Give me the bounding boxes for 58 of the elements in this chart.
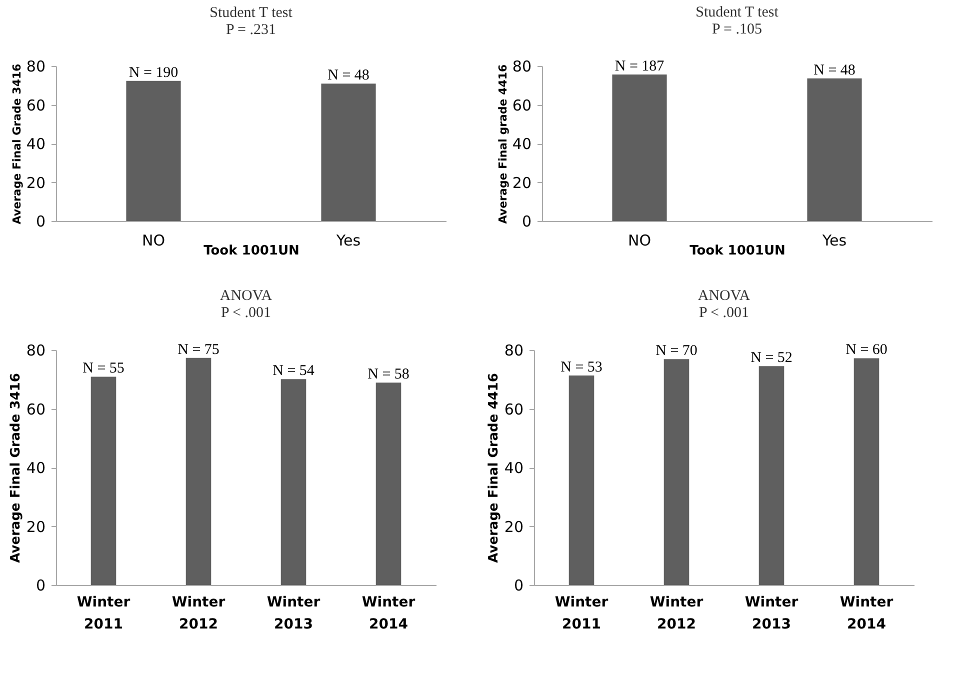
annotation: N = 60 bbox=[846, 342, 888, 358]
y-axis-title: Average Final Grade 3416 bbox=[8, 373, 24, 563]
y-axis-title: Average Final Grade 4416 bbox=[486, 373, 502, 563]
x-axis-title: Took 1001UN bbox=[690, 244, 786, 258]
chart-subtitle: P < .001 bbox=[221, 304, 271, 321]
annotation: N = 187 bbox=[614, 58, 665, 75]
x-tick-label: Winter 2013 bbox=[266, 594, 320, 632]
y-tick-label: 80 bbox=[504, 342, 524, 360]
x-tick-label: Winter 2013 bbox=[744, 594, 798, 632]
chart-subtitle: P < .001 bbox=[699, 305, 749, 322]
chart-title: ANOVA bbox=[220, 288, 272, 304]
annotation: N = 53 bbox=[560, 360, 602, 376]
annotation: N = 48 bbox=[328, 68, 370, 84]
y-tick-label: 80 bbox=[26, 58, 46, 76]
y-tick-label: 80 bbox=[512, 58, 532, 76]
annotation: N = 54 bbox=[272, 363, 315, 380]
annotation: N = 52 bbox=[750, 350, 792, 366]
chart-title: Student T test bbox=[696, 4, 780, 21]
x-tick-label: Yes bbox=[821, 232, 847, 250]
y-tick-label: 40 bbox=[26, 135, 46, 153]
x-tick-label: NO bbox=[142, 232, 166, 250]
x-tick-label: Winter 2011 bbox=[554, 594, 608, 632]
y-axis-title: Average Final grade 4416 bbox=[496, 64, 510, 224]
y-tick-label: 20 bbox=[26, 174, 46, 192]
chart-title: Student T test bbox=[210, 5, 294, 21]
chart-subtitle: P = .105 bbox=[712, 22, 762, 38]
y-tick-label: 0 bbox=[514, 576, 524, 594]
y-tick-label: 0 bbox=[36, 212, 46, 230]
x-tick-label: Winter 2014 bbox=[840, 594, 894, 632]
y-tick-label: 60 bbox=[512, 96, 532, 114]
annotation: N = 75 bbox=[178, 342, 220, 358]
y-tick-label: 20 bbox=[504, 518, 524, 536]
y-tick-label: 0 bbox=[522, 212, 532, 230]
y-tick-label: 20 bbox=[512, 174, 532, 192]
y-tick-label: 40 bbox=[26, 459, 46, 477]
y-axis-title: Average Final Grade 3416 bbox=[10, 63, 24, 224]
x-tick-label: NO bbox=[628, 232, 652, 250]
annotation: N = 70 bbox=[656, 343, 698, 360]
x-tick-label: Winter 2011 bbox=[76, 594, 130, 632]
annotation: N = 48 bbox=[814, 62, 856, 78]
y-tick-label: 80 bbox=[26, 342, 46, 360]
chart-subtitle: P = .231 bbox=[226, 22, 276, 38]
annotation: N = 190 bbox=[128, 64, 178, 81]
y-tick-label: 60 bbox=[26, 400, 46, 418]
y-tick-label: 60 bbox=[26, 96, 46, 114]
x-tick-label: Yes bbox=[335, 232, 361, 250]
x-axis-title: Took 1001UN bbox=[204, 244, 300, 258]
annotation: N = 55 bbox=[82, 360, 124, 377]
y-tick-label: 60 bbox=[504, 400, 524, 418]
y-tick-label: 20 bbox=[26, 518, 46, 536]
y-tick-label: 0 bbox=[36, 576, 46, 594]
y-tick-label: 40 bbox=[504, 459, 524, 477]
chart-title: ANOVA bbox=[698, 288, 750, 304]
x-tick-label: Winter 2012 bbox=[650, 594, 704, 632]
x-tick-label: Winter 2012 bbox=[172, 594, 226, 632]
annotation: N = 58 bbox=[368, 366, 410, 383]
x-tick-label: Winter 2014 bbox=[362, 594, 416, 632]
y-tick-label: 40 bbox=[512, 135, 532, 153]
